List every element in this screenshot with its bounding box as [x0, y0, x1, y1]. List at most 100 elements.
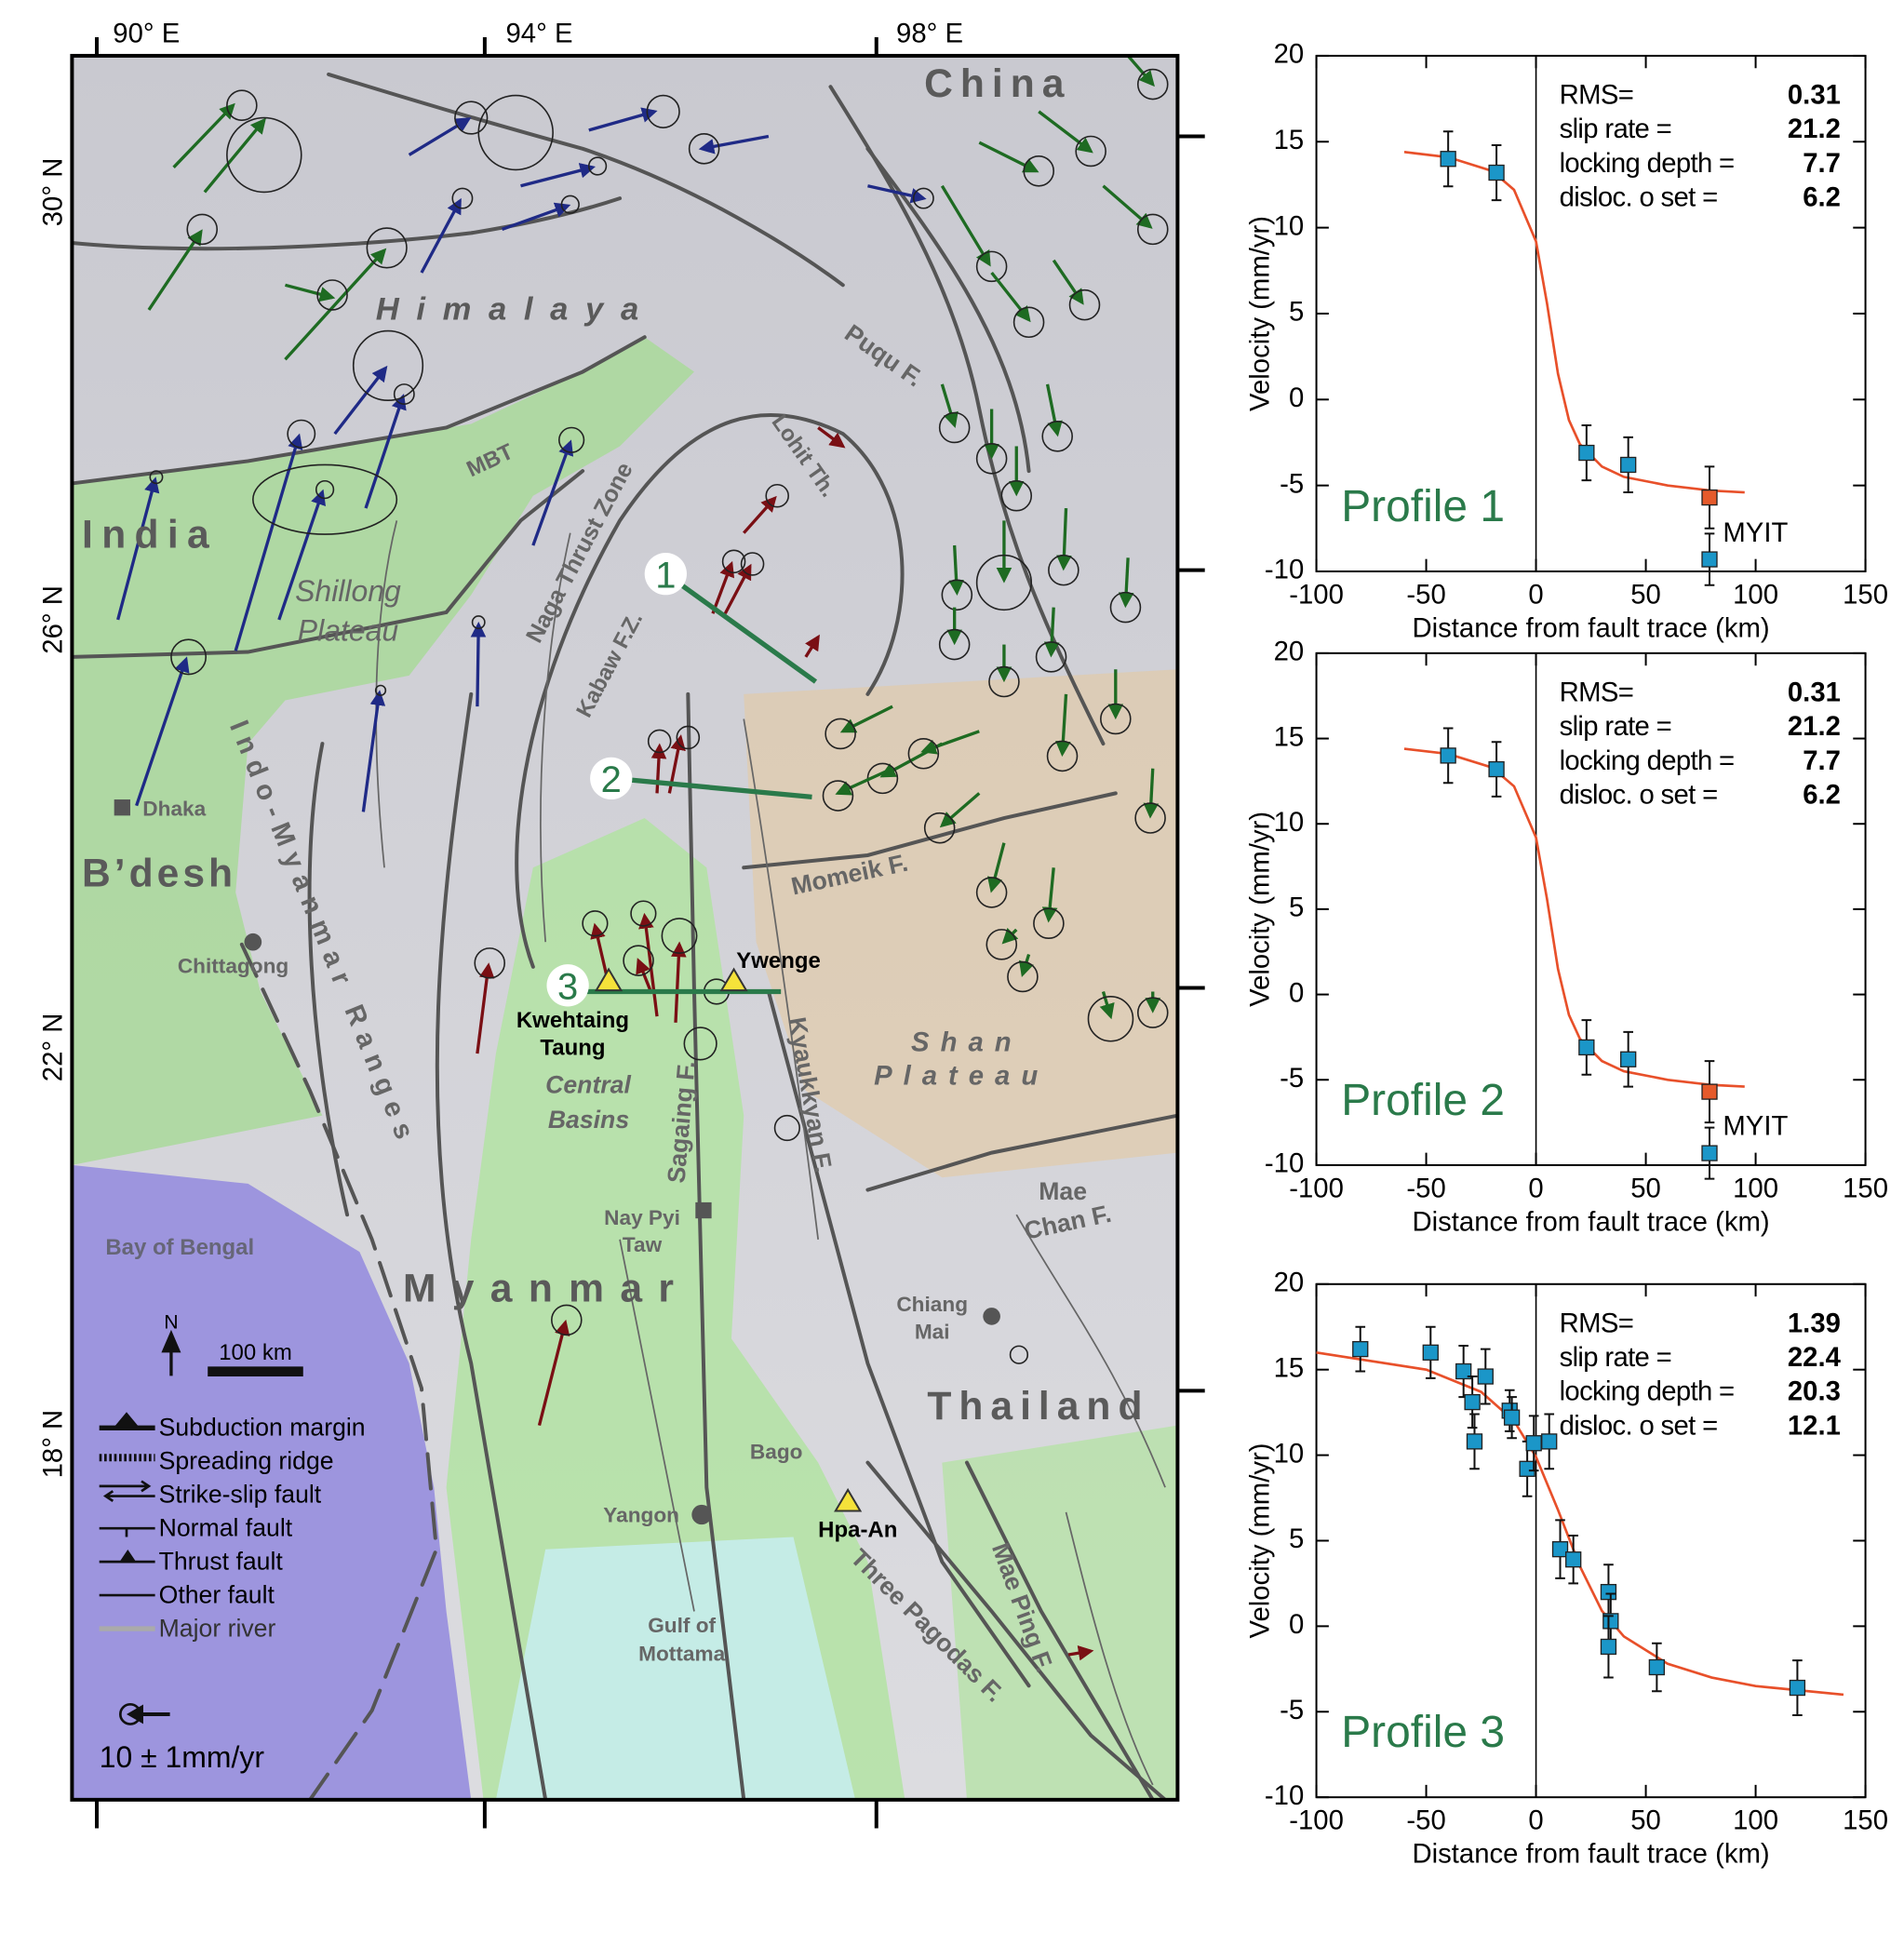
x-tick-label: 0 [1528, 579, 1543, 610]
gb [116, 476, 160, 621]
feature-label: Central [545, 1071, 631, 1099]
gr [537, 1319, 570, 1427]
legend-symbols [99, 1480, 155, 1502]
place-label: Chiang [896, 1293, 968, 1316]
ec [975, 250, 1008, 283]
stat-label: slip rate = [1560, 114, 1672, 144]
place-label: Chittagong [178, 955, 288, 978]
data-point [1701, 489, 1718, 506]
gr [590, 922, 610, 980]
ec [186, 213, 219, 246]
ec [740, 552, 765, 576]
lowland [72, 337, 694, 1165]
ec [988, 665, 1020, 698]
profile-label: Profile 3 [1341, 1708, 1505, 1757]
place-label: Mai [915, 1320, 950, 1343]
y-tick-label: -10 [1265, 555, 1304, 585]
data-point [1600, 1638, 1617, 1656]
data-point [1620, 456, 1637, 474]
stat-label: RMS= [1560, 80, 1634, 111]
feature-label: Mae [1039, 1177, 1087, 1205]
lon-label: 98° E [896, 18, 963, 48]
gg [147, 229, 203, 311]
gg [1018, 954, 1034, 978]
region-label: B’desh [82, 851, 236, 895]
ec [1068, 289, 1101, 321]
gr [636, 958, 652, 993]
y-axis-title: Velocity (mm/yr) [1245, 216, 1276, 411]
data-point [1551, 1541, 1569, 1558]
data-point [1602, 1613, 1619, 1630]
stat-label: disloc. o set = [1560, 779, 1718, 810]
gg [1052, 259, 1084, 305]
fault [686, 691, 746, 1800]
north-label: N [164, 1311, 178, 1334]
ec [551, 1304, 583, 1336]
ec [1007, 960, 1039, 993]
profile-number: 1 [655, 555, 676, 596]
y-tick-label: 0 [1289, 977, 1304, 1008]
ec [1048, 554, 1079, 586]
fault [72, 469, 585, 659]
data-point [1701, 1083, 1718, 1100]
x-tick-label: 150 [1843, 579, 1888, 610]
y-tick-label: 5 [1289, 1523, 1304, 1554]
thin [375, 520, 1166, 1786]
x-tick-label: -50 [1406, 1173, 1445, 1203]
stat-value: 21.2 [1788, 114, 1841, 144]
data-point [1565, 1551, 1582, 1568]
ec [661, 918, 698, 954]
x-tick-label: 50 [1630, 579, 1661, 610]
gg [203, 117, 266, 194]
ec [1012, 306, 1045, 339]
gr [638, 912, 659, 1017]
ec [912, 187, 934, 209]
ec [1136, 213, 1169, 246]
data-point [1422, 1344, 1439, 1361]
gg [1045, 383, 1063, 437]
ec [1134, 802, 1166, 834]
profiles [644, 553, 687, 596]
stat-label: locking depth = [1560, 148, 1735, 179]
gb [135, 656, 190, 807]
x-tick-label: 50 [1630, 1805, 1661, 1836]
profiles [613, 775, 812, 800]
ec [646, 94, 680, 128]
ec [287, 419, 316, 449]
data-point [1503, 1409, 1521, 1426]
ec [688, 133, 720, 165]
ec [623, 945, 654, 976]
map-ticks [95, 36, 1205, 1829]
lon-label: 94° E [506, 18, 573, 48]
gg [920, 730, 980, 755]
plot-frame [1315, 1282, 1867, 1799]
stat-value: 6.2 [1803, 181, 1841, 212]
region-label: Thailand [927, 1384, 1149, 1429]
ec [558, 426, 585, 453]
data-point [1541, 1433, 1558, 1450]
y-tick-label: 15 [1274, 721, 1305, 752]
gg [939, 792, 981, 828]
map [72, 55, 1178, 1800]
stat-label: slip rate = [1560, 711, 1672, 742]
lat-label: 18° N [38, 1410, 69, 1479]
legend-label: Major river [159, 1614, 276, 1642]
region-label: Shan [911, 1027, 1023, 1057]
y-tick-label: -5 [1280, 1695, 1304, 1725]
data-point [1488, 760, 1505, 778]
fault [742, 791, 1118, 870]
ec [1087, 996, 1134, 1042]
place-label: Yangon [603, 1504, 679, 1527]
gb [361, 690, 386, 812]
gg [1102, 184, 1153, 229]
region-label: Himalaya [376, 292, 656, 328]
legend-symbols [119, 1549, 137, 1563]
ec [975, 877, 1008, 908]
fault [72, 335, 647, 486]
x-tick-label: 100 [1733, 579, 1778, 610]
map-frame [70, 53, 1180, 1802]
lat-label: 30° N [38, 158, 69, 227]
profiles [590, 757, 633, 800]
